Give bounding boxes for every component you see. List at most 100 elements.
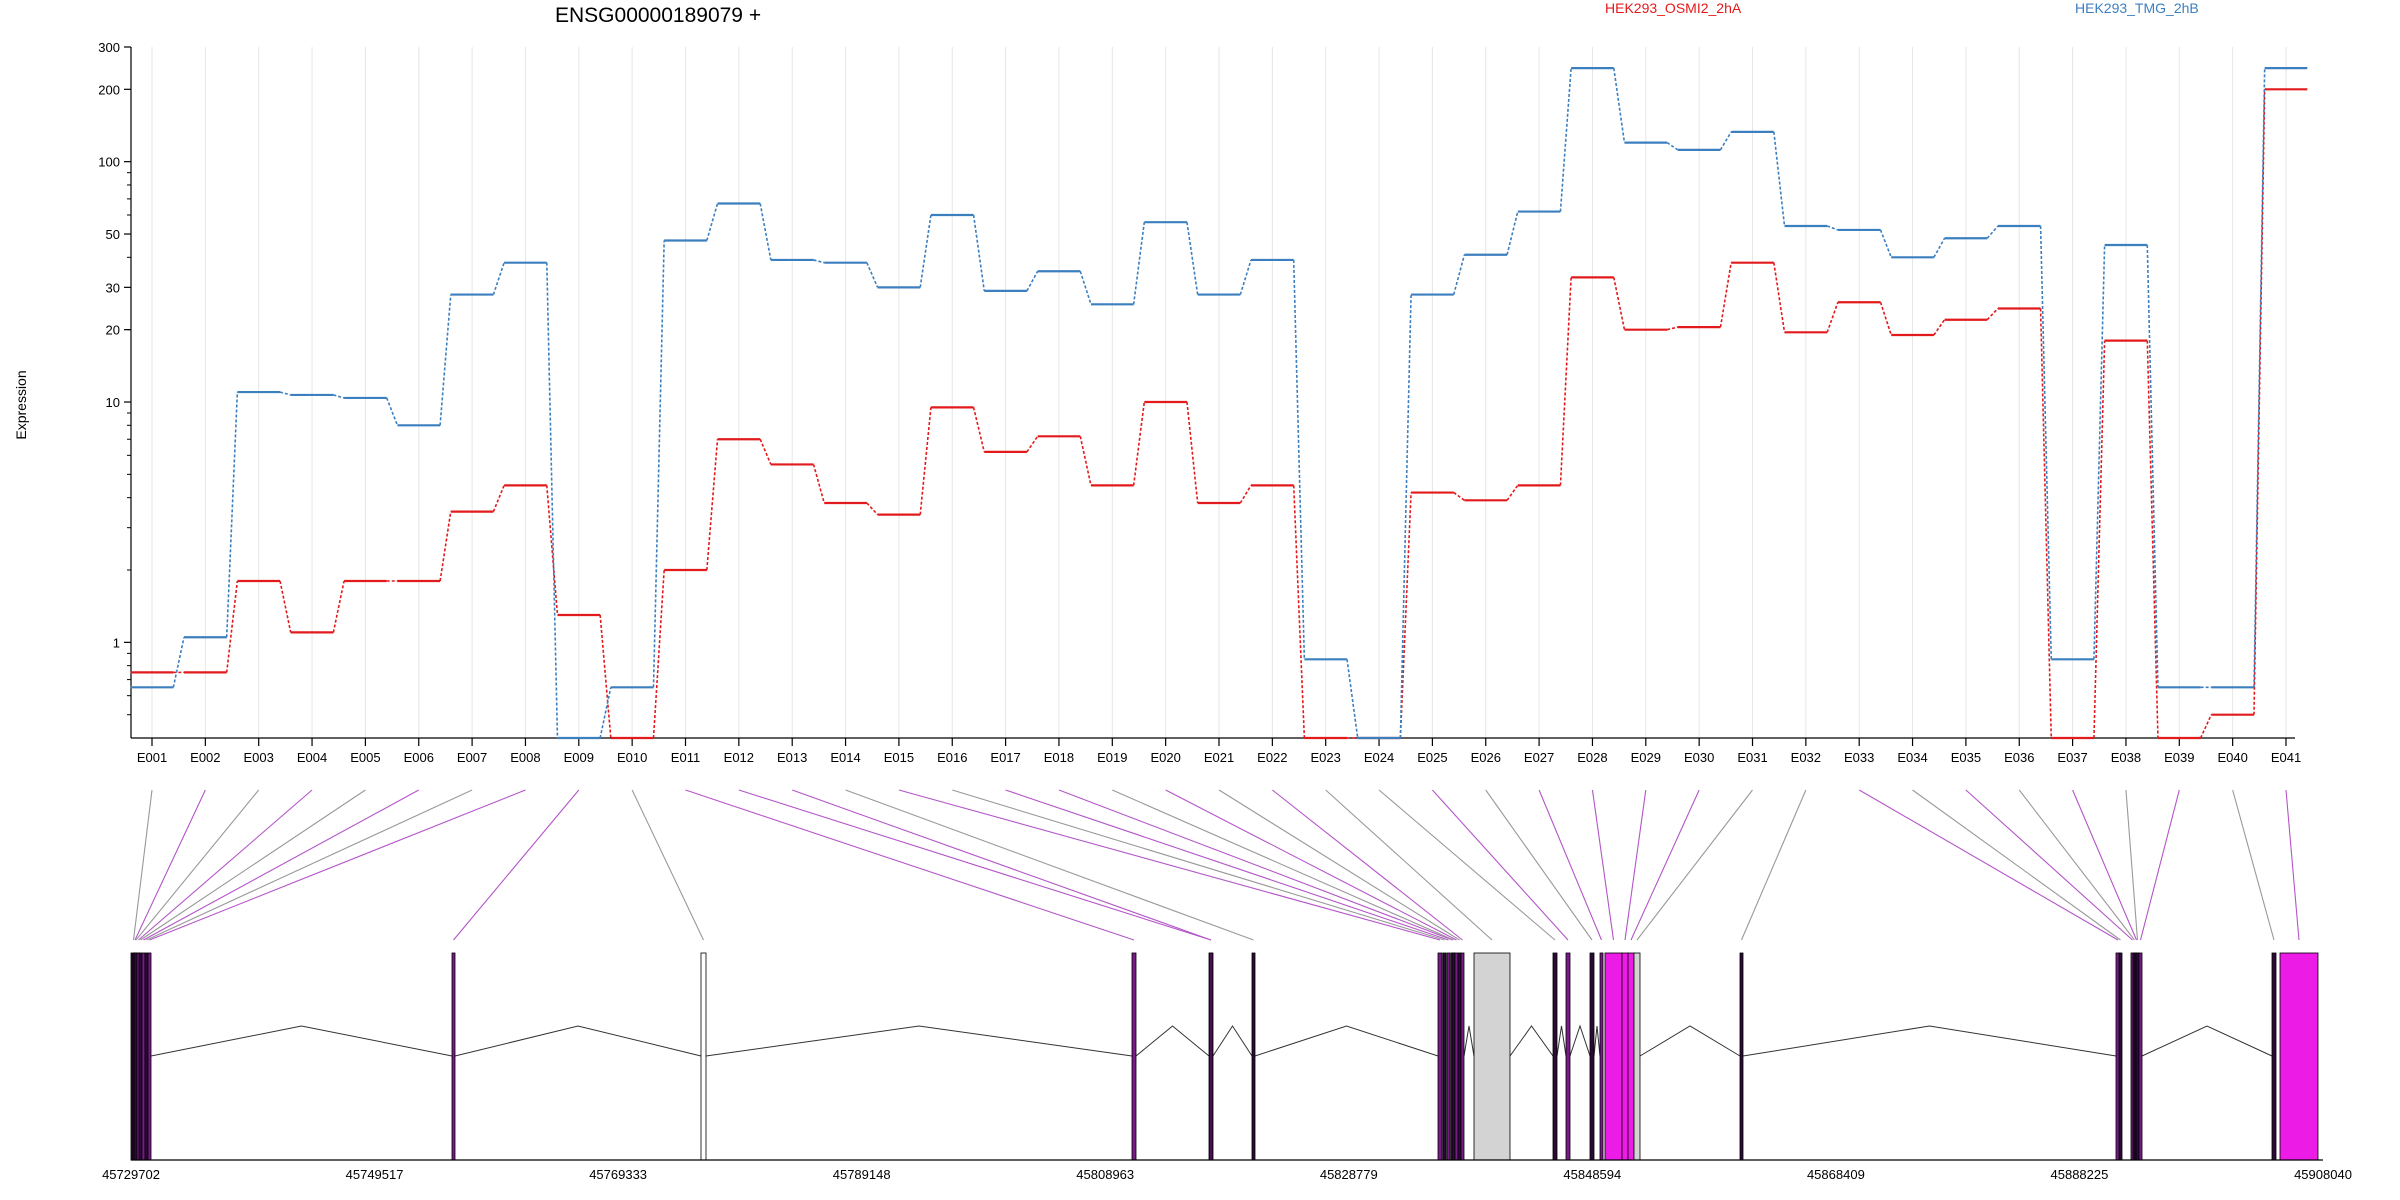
x-tick-label: E027 [1524, 750, 1554, 765]
exon-connector [631, 789, 704, 941]
intron-line [1509, 1025, 1554, 1057]
genomic-coordinate-label: 45769333 [589, 1167, 647, 1182]
legend-series-2: HEK293_TMG_2hB [2075, 0, 2199, 16]
x-tick-label: E022 [1257, 750, 1287, 765]
x-tick-label: E021 [1204, 750, 1234, 765]
x-tick-label: E018 [1044, 750, 1074, 765]
genomic-coordinate-label: 45888225 [2051, 1167, 2109, 1182]
exon-block [2138, 952, 2143, 1161]
exon-block [1552, 952, 1558, 1161]
intron-line [1639, 1025, 1741, 1057]
x-tick-label: E004 [297, 750, 327, 765]
exon-connector [135, 789, 260, 941]
series-connector [866, 502, 879, 516]
exon-connector [1636, 789, 1753, 941]
x-tick-label: E030 [1684, 750, 1714, 765]
genomic-coordinate-label: 45848594 [1563, 1167, 1621, 1182]
x-tick-label: E024 [1364, 750, 1394, 765]
exon-connector [143, 789, 420, 941]
intron-line [1742, 1025, 2117, 1057]
series-connector [1186, 222, 1199, 295]
series-connector [279, 580, 292, 633]
exon-block [141, 952, 146, 1161]
exon-block [1251, 952, 1256, 1161]
exon-connector [1630, 789, 1700, 941]
exon-connector [738, 789, 1212, 941]
intron-line [705, 1025, 1133, 1057]
exon-connector [1218, 789, 1460, 941]
exon-connector [134, 789, 206, 941]
x-tick-label: E033 [1844, 750, 1874, 765]
x-tick-label: E032 [1791, 750, 1821, 765]
series-connector [1346, 659, 1359, 739]
series-connector [1292, 259, 1306, 660]
exon-block [1451, 952, 1456, 1161]
x-tick-label: E039 [2164, 750, 2194, 765]
y-tick-label: 300 [98, 40, 120, 55]
series-connector [1026, 435, 1039, 453]
x-tick-label: E037 [2057, 750, 2087, 765]
exon-connector-lines [132, 789, 2300, 941]
series-connector [706, 439, 719, 571]
exon-block [1442, 952, 1447, 1161]
exon-connector [1272, 789, 1463, 941]
exon-block [2279, 952, 2319, 1161]
x-tick-label: E016 [937, 750, 967, 765]
series-connector [1826, 225, 1839, 231]
intron-line [1463, 1025, 1475, 1057]
series-connector [1559, 277, 1572, 486]
exon-block [1633, 952, 1641, 1161]
exon-block [1599, 952, 1604, 1161]
x-tick-label: E006 [404, 750, 434, 765]
series-connector [2199, 714, 2213, 739]
exon-connector [146, 789, 473, 941]
series-connector [599, 614, 612, 739]
x-tick-label: E031 [1737, 750, 1767, 765]
exon-block [1209, 952, 1213, 1161]
x-tick-label: E026 [1471, 750, 1501, 765]
exon-connector [1912, 789, 2121, 941]
series-connector [1132, 222, 1146, 305]
x-tick-label: E025 [1417, 750, 1447, 765]
exon-block [138, 952, 143, 1161]
series-connector [1239, 259, 1252, 295]
x-tick-label: E038 [2111, 750, 2141, 765]
exon-block [1589, 952, 1595, 1161]
series-connector [2093, 244, 2106, 660]
series-connector [1239, 484, 1252, 504]
series-connector [1986, 307, 1999, 321]
x-tick-label: E012 [724, 750, 754, 765]
x-tick-label: E001 [137, 750, 167, 765]
x-tick-label: E007 [457, 750, 487, 765]
genomic-coordinate-label: 45808963 [1076, 1167, 1134, 1182]
intron-line [1254, 1025, 1439, 1057]
series-connector [1719, 131, 1732, 151]
exon-connector [138, 789, 313, 941]
exon-connector [2125, 789, 2139, 941]
exon-connector [2139, 789, 2180, 941]
series-connector [652, 240, 665, 688]
series-connector [2039, 308, 2053, 739]
series-connector [866, 262, 879, 288]
x-tick-label: E029 [1631, 750, 1661, 765]
exon-connector [2072, 789, 2138, 941]
series-connector [919, 407, 932, 515]
exon-connector [1378, 789, 1556, 941]
gridlines [151, 47, 2287, 738]
series-connector [1452, 254, 1466, 295]
exon-connector [1538, 789, 1603, 941]
series-connector [652, 569, 665, 739]
series-connector [2093, 340, 2106, 739]
series-connector [332, 580, 345, 633]
series-connector [812, 464, 825, 504]
series-connector [1026, 270, 1039, 292]
series-connector [1399, 294, 1412, 739]
exon-block [1621, 952, 1629, 1161]
series-connector [1506, 211, 1519, 255]
x-tick-label: E003 [244, 750, 274, 765]
genomic-coordinate-label: 45868409 [1807, 1167, 1865, 1182]
series-connector [492, 485, 505, 512]
series-connector [1079, 271, 1092, 305]
intron-line [2141, 1025, 2273, 1057]
